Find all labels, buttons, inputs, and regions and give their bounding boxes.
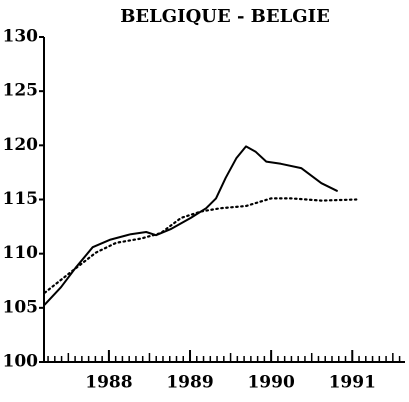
- y-tick-label: 110: [3, 243, 39, 263]
- x-tick-label: 1988: [85, 373, 132, 393]
- chart-title: BELGIQUE - BELGIE: [120, 6, 330, 27]
- y-tick-label: 100: [3, 352, 39, 372]
- y-tick-label: 125: [3, 81, 39, 101]
- y-tick-label: 105: [3, 297, 39, 317]
- y-tick-label: 120: [3, 135, 39, 155]
- x-tick-label: 1989: [166, 373, 213, 393]
- x-tick-label: 1991: [329, 373, 376, 393]
- y-tick-label: 130: [3, 27, 39, 47]
- data-line: [43, 197, 358, 294]
- x-tick-label: 1990: [247, 373, 294, 393]
- y-tick-label: 115: [3, 189, 39, 209]
- data-line: [43, 145, 338, 306]
